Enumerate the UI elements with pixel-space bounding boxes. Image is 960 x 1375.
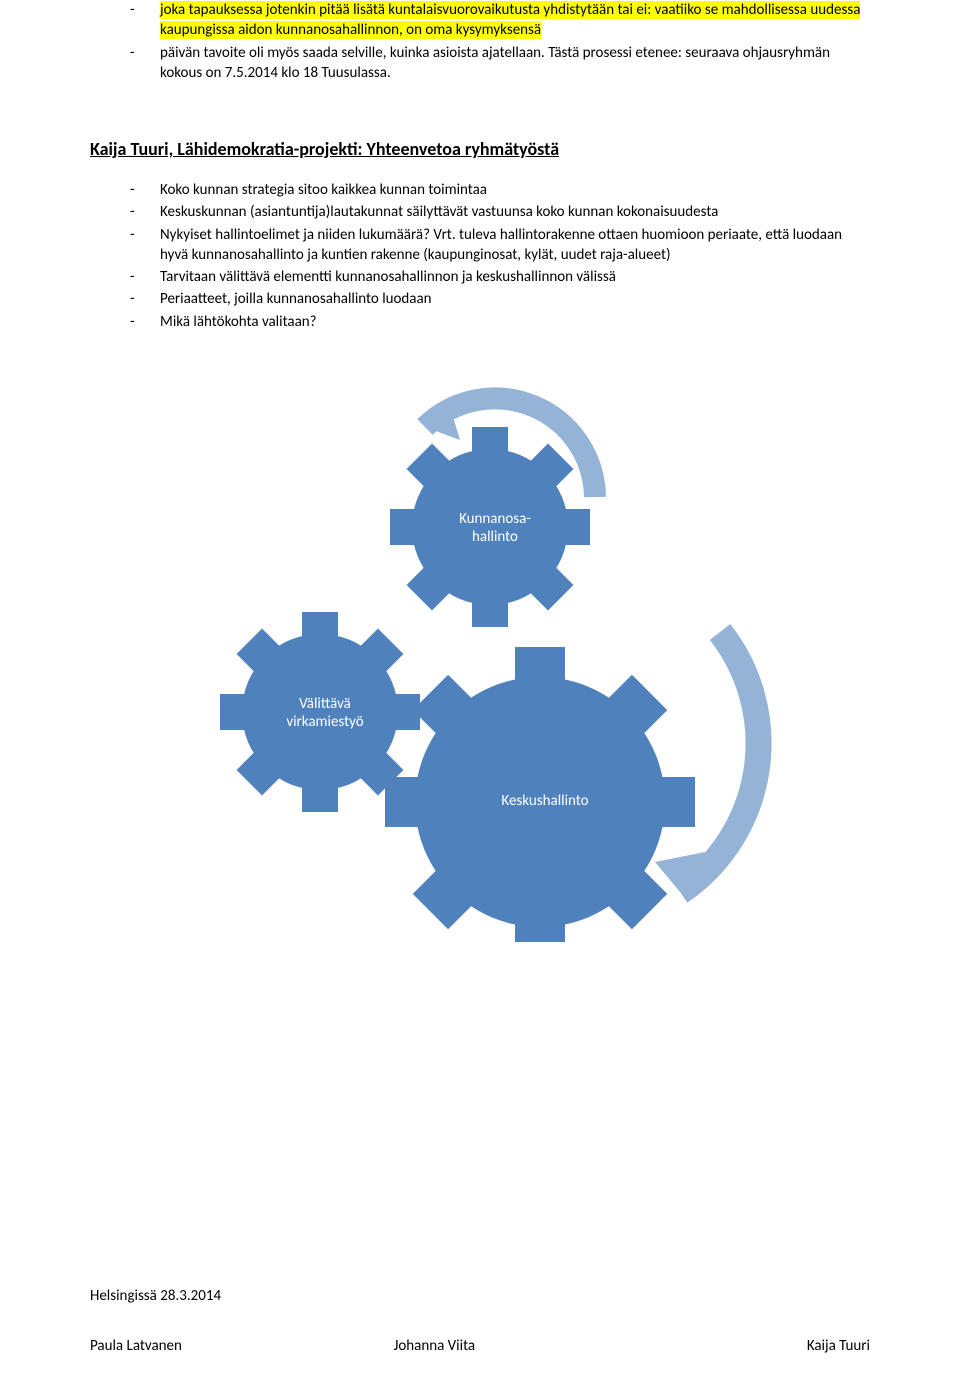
top-list-item-1: joka tapauksessa jotenkin pitää lisätä k… [130,0,870,41]
gear-label-1: Kunnanosa- hallinto [445,510,545,546]
main-list-item-2: Keskuskunnan (asiantuntija)lautakunnat s… [130,202,870,222]
main-list-item-3: Nykyiset hallintoelimet ja niiden lukumä… [130,225,870,266]
main-list-item-6: Mikä lähtökohta valitaan? [130,312,870,332]
footer-names: Paula Latvanen Johanna Viita Kaija Tuuri [90,1337,870,1355]
footer-name-1: Paula Latvanen [90,1337,182,1355]
main-list-item-5: Periaatteet, joilla kunnanosahallinto lu… [130,289,870,309]
top-list-item-2: päivän tavoite oli myös saada selville, … [130,43,870,84]
gear-label-2: Välittävä virkamiestyö [275,695,375,731]
section-heading: Kaija Tuuri, Lähidemokratia-projekti: Yh… [90,138,870,160]
gear-diagram: Kunnanosa- hallinto Välittävä virkamiest… [180,382,780,942]
main-list-item-4: Tarvitaan välittävä elementti kunnanosah… [130,267,870,287]
footer-name-2: Johanna Viita [394,1337,476,1355]
arrow-right [680,632,759,892]
footer-name-3: Kaija Tuuri [807,1337,870,1355]
gear-label-3: Keskushallinto [480,792,610,810]
footer-date: Helsingissä 28.3.2014 [90,1287,221,1305]
highlighted-text: joka tapauksessa jotenkin pitää lisätä k… [160,1,860,39]
gear-svg [180,382,780,942]
main-list-item-1: Koko kunnan strategia sitoo kaikkea kunn… [130,180,870,200]
main-bullet-list: Koko kunnan strategia sitoo kaikkea kunn… [90,180,870,332]
top-bullet-list: joka tapauksessa jotenkin pitää lisätä k… [90,0,870,83]
